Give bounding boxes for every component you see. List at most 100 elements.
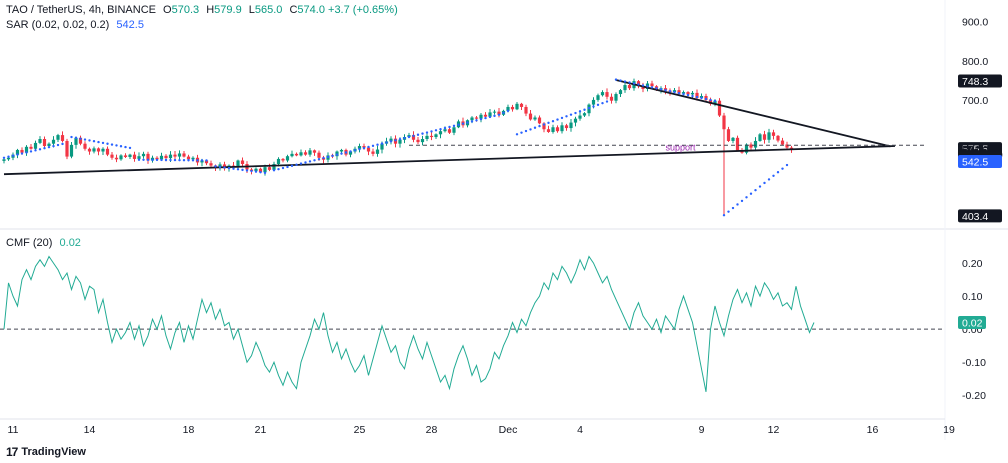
candle-body <box>447 129 452 133</box>
trendlines[interactable]: support <box>3 79 927 176</box>
sar-dot <box>430 130 433 133</box>
sar-dot <box>632 82 636 85</box>
sar-dot <box>407 135 411 139</box>
candle-body <box>182 153 186 157</box>
sar-dot <box>551 120 555 123</box>
sar-dot <box>448 125 451 129</box>
candle <box>776 135 780 143</box>
sar-dot <box>259 171 262 174</box>
candle-body <box>132 154 137 159</box>
candle-body <box>123 155 128 157</box>
candle-body <box>389 138 393 142</box>
candle-body <box>290 153 294 157</box>
candle-body <box>308 150 312 155</box>
sar-dot <box>637 83 640 86</box>
candle <box>375 145 380 157</box>
time-tick-label: 28 <box>426 424 438 436</box>
candle-body <box>38 139 42 143</box>
candle <box>438 128 443 139</box>
candle-body <box>281 158 285 161</box>
sar-dot <box>97 140 100 144</box>
tradingview-logo[interactable]: 17 TradingView <box>6 445 86 459</box>
sar-dot <box>169 158 172 162</box>
candle-body <box>605 92 609 97</box>
sar-value: 542.5 <box>116 19 144 31</box>
candle <box>339 148 344 153</box>
sar-dot <box>340 152 343 155</box>
sar-dot <box>304 161 307 164</box>
candle <box>582 112 587 117</box>
sar-dot <box>605 100 609 103</box>
sar-dot <box>205 159 208 162</box>
time-tick-label: 12 <box>768 424 780 436</box>
candle-body <box>15 149 20 155</box>
sar-dot <box>61 142 64 146</box>
candle <box>281 157 285 163</box>
cmf-tick-label: 0.20 <box>962 258 983 270</box>
cmf-pane[interactable] <box>0 255 945 392</box>
sar-dot <box>286 165 289 169</box>
candle-body <box>20 149 24 153</box>
candle <box>609 93 614 104</box>
candle <box>299 149 303 157</box>
candle <box>735 135 740 152</box>
candle-body <box>371 151 375 154</box>
support-annotation: support <box>666 142 697 152</box>
sar-dot <box>70 135 73 139</box>
candle-body <box>375 149 380 154</box>
candle-body <box>677 90 681 94</box>
candle <box>371 148 375 157</box>
sar-dot <box>52 144 55 148</box>
sar-dot <box>317 157 321 161</box>
sar-dot <box>736 203 739 206</box>
candle <box>578 112 582 121</box>
candle-body <box>78 137 83 144</box>
candle <box>69 141 74 159</box>
sar-dot <box>776 171 780 174</box>
candle <box>425 133 429 142</box>
sar-dot <box>250 169 253 173</box>
close-key: C <box>289 4 298 16</box>
sar-dot <box>758 185 762 188</box>
candle <box>182 150 186 158</box>
candle-body <box>348 151 353 155</box>
candle-body <box>380 143 384 150</box>
candle <box>600 90 605 97</box>
candle <box>717 98 722 118</box>
sar-dot <box>619 79 622 82</box>
candle <box>65 138 69 160</box>
cmf-legend[interactable]: CMF (20) 0.02 <box>6 237 81 249</box>
sar-dot <box>106 142 109 145</box>
sar-dot <box>578 110 582 113</box>
candle-body <box>101 148 105 152</box>
candle-body <box>60 135 65 141</box>
sar-dot <box>425 131 429 134</box>
candle-body <box>312 150 317 153</box>
candle <box>308 148 312 157</box>
sar-dot <box>128 146 132 150</box>
candle-body <box>303 152 308 155</box>
candle-body <box>735 137 740 151</box>
sar-dot <box>650 86 654 89</box>
sar-dot <box>88 139 91 142</box>
candle-body <box>438 131 443 135</box>
candle-body <box>726 129 731 141</box>
sar-dot <box>29 150 33 153</box>
time-tick-label: 14 <box>84 424 96 436</box>
sar-dot <box>7 155 10 158</box>
candle-body <box>542 123 546 130</box>
candle-body <box>573 118 578 123</box>
candle-body <box>2 159 6 161</box>
candle-body <box>420 139 425 143</box>
candle-body <box>33 142 38 149</box>
sar-dot <box>295 163 298 166</box>
candle <box>726 126 731 143</box>
candle <box>56 133 60 142</box>
low-value: 565.0 <box>254 4 283 16</box>
sar-dot <box>290 164 294 168</box>
sar-legend[interactable]: SAR (0.02, 0.02, 0.2) 542.5 <box>6 19 144 31</box>
symbol-title[interactable]: TAO / TetherUS, 4h, BINANCE <box>6 4 156 16</box>
sar-dot <box>569 113 573 116</box>
high-value: 579.9 <box>214 4 242 16</box>
